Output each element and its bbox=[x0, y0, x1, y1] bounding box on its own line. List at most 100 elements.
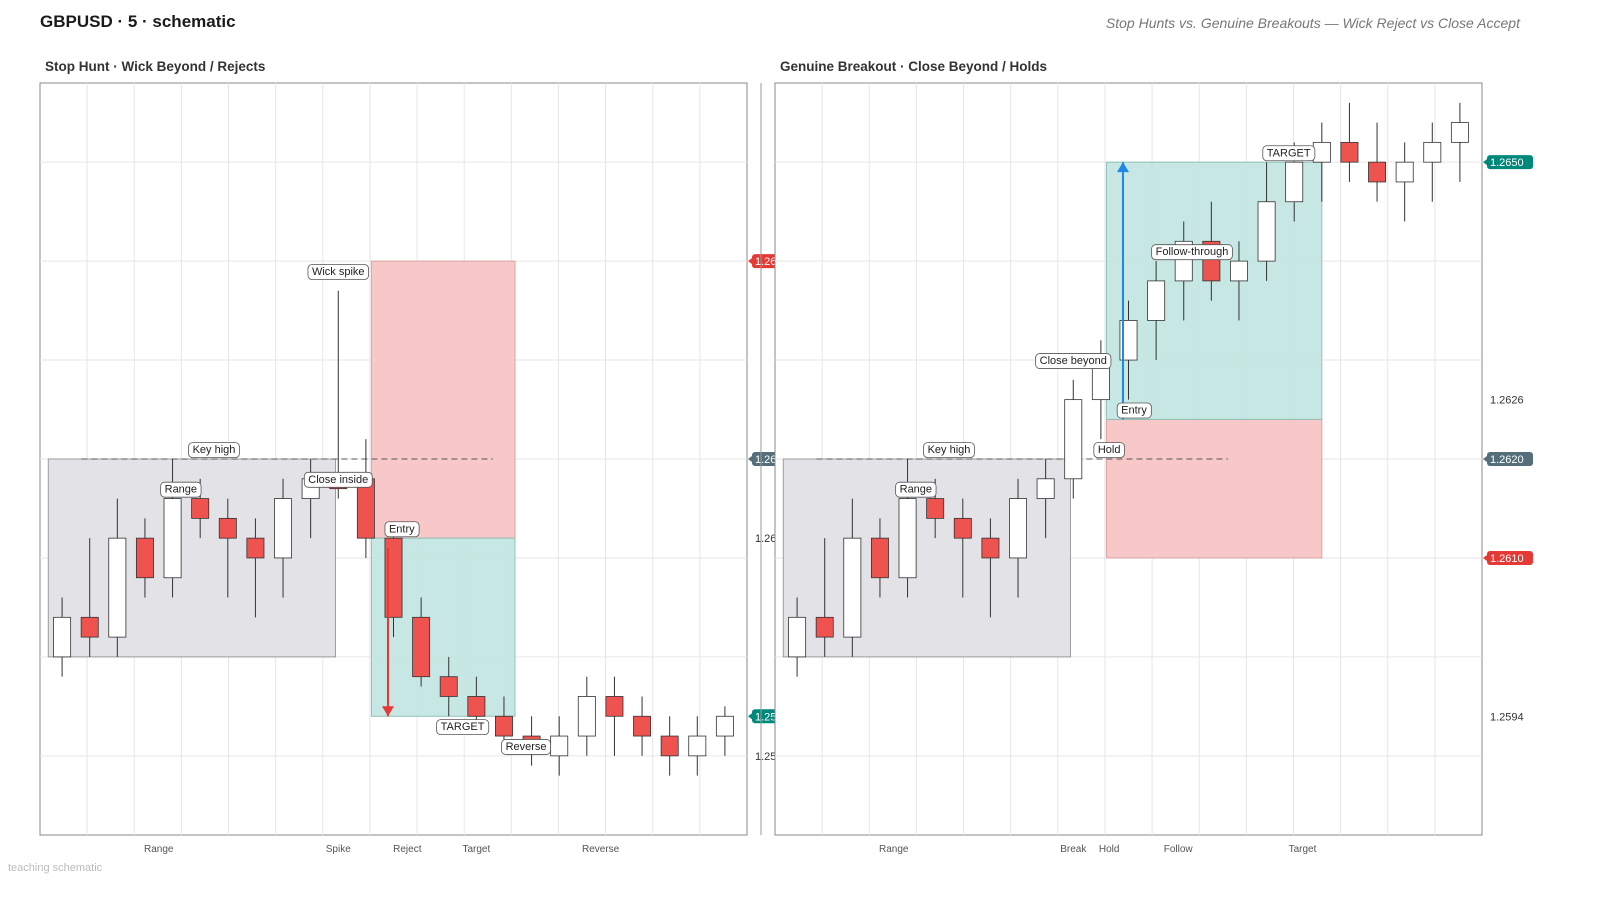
candle-up bbox=[688, 735, 707, 757]
candle-up bbox=[843, 537, 862, 638]
annotation-box bbox=[1262, 145, 1316, 162]
price-axis-label: 1.2594 bbox=[1490, 711, 1524, 723]
candle-down bbox=[495, 715, 513, 737]
panel-title-genuine-breakout: Genuine Breakout · Close Beyond / Holds bbox=[780, 59, 1048, 74]
x-tick-label: Spike bbox=[326, 844, 351, 855]
arrow-head-down-icon bbox=[381, 706, 394, 717]
x-tick-label: Range bbox=[879, 844, 909, 855]
candle-up bbox=[1257, 201, 1276, 262]
annotation-box bbox=[160, 481, 202, 498]
page-subtitle: Stop Hunts vs. Genuine Breakouts — Wick … bbox=[1105, 15, 1520, 31]
candle-up bbox=[550, 735, 569, 757]
candle-up bbox=[1450, 122, 1469, 143]
chart-panel-0: Wick spike Key high Range Close inside Entry… bbox=[39, 82, 798, 855]
candle-up bbox=[1009, 498, 1027, 559]
annotation-box bbox=[1093, 442, 1125, 459]
x-tick-label: Reverse bbox=[582, 844, 620, 855]
price-tag bbox=[1487, 550, 1533, 565]
footer-note: teaching schematic bbox=[8, 862, 103, 874]
chart-panel-1: Key high Range Close beyond Entry Hold Follow… bbox=[774, 82, 1533, 855]
risk-zone bbox=[1105, 418, 1323, 559]
candle-up bbox=[715, 715, 734, 737]
annotation-label: Close beyond bbox=[1040, 355, 1107, 367]
candle-up bbox=[1147, 280, 1166, 321]
candle-up bbox=[898, 498, 917, 579]
price-tag-label: 1.2650 bbox=[1490, 157, 1524, 169]
candle-down bbox=[191, 498, 210, 519]
arrow-head-up-icon bbox=[1116, 162, 1129, 173]
candle-down bbox=[815, 616, 834, 638]
price-tag-pointer bbox=[1483, 554, 1487, 561]
candle-up bbox=[163, 498, 182, 579]
price-tag-pointer bbox=[1483, 456, 1487, 462]
x-tick-label: Hold bbox=[1099, 844, 1120, 855]
candle-down bbox=[981, 537, 1000, 559]
price-axis-label: 1.2626 bbox=[1490, 395, 1524, 407]
price-tag bbox=[1487, 155, 1533, 170]
candle-down bbox=[870, 537, 889, 579]
candle-up bbox=[788, 616, 807, 658]
candle-down bbox=[660, 735, 679, 757]
price-tag-pointer bbox=[748, 258, 752, 265]
annotation-box bbox=[895, 481, 937, 498]
x-tick-label: Range bbox=[144, 844, 174, 855]
candle-up bbox=[1423, 141, 1442, 163]
reward-zone bbox=[1105, 161, 1323, 420]
candle-down bbox=[412, 616, 431, 678]
x-tick-label: Target bbox=[1289, 844, 1317, 855]
candle-down bbox=[953, 517, 972, 539]
candle-down bbox=[467, 696, 486, 717]
annotation-label: Range bbox=[900, 484, 932, 496]
page-title: GBPUSD · 5 · schematic bbox=[40, 12, 236, 31]
panel-title-stop-hunt: Stop Hunt · Wick Beyond / Rejects bbox=[45, 59, 266, 74]
annotation-label: Reverse bbox=[506, 741, 547, 753]
annotation-box bbox=[1116, 402, 1152, 419]
annotation-box bbox=[303, 471, 373, 488]
annotation-label: Key high bbox=[193, 444, 236, 456]
candle-down bbox=[80, 616, 99, 638]
price-tag-pointer bbox=[1483, 159, 1487, 166]
annotation-box bbox=[501, 739, 551, 755]
annotation-label: TARGET bbox=[441, 721, 485, 733]
candle-down bbox=[633, 715, 652, 737]
annotation-label: TARGET bbox=[1267, 147, 1311, 159]
annotation-label: Follow-through bbox=[1156, 246, 1229, 258]
candle-down bbox=[1368, 161, 1387, 183]
candle-down bbox=[605, 696, 624, 717]
annotation-box bbox=[384, 521, 420, 538]
annotation-box bbox=[1035, 353, 1112, 369]
annotation-label: Hold bbox=[1098, 444, 1121, 456]
price-tag-pointer bbox=[748, 713, 752, 720]
candle-up bbox=[577, 696, 596, 737]
candle-down bbox=[1340, 141, 1359, 163]
candle-up bbox=[1119, 320, 1138, 361]
candle-up bbox=[1285, 161, 1304, 203]
candle-down bbox=[135, 537, 154, 579]
candle-up bbox=[1312, 141, 1331, 163]
candle-up bbox=[274, 498, 292, 559]
risk-zone bbox=[370, 260, 516, 539]
candle-down bbox=[246, 537, 265, 559]
candle-down bbox=[384, 537, 403, 618]
annotation-box bbox=[1151, 244, 1233, 261]
candle-up bbox=[1395, 161, 1414, 183]
x-tick-label: Break bbox=[1060, 844, 1087, 855]
annotation-label: Key high bbox=[928, 444, 971, 456]
x-tick-label: Reject bbox=[393, 844, 422, 855]
candle-up bbox=[1230, 260, 1248, 282]
annotation-box bbox=[923, 442, 975, 459]
annotation-label: Close inside bbox=[308, 474, 368, 486]
annotation-label: Entry bbox=[389, 523, 415, 535]
annotation-label: Range bbox=[165, 484, 197, 496]
candle-up bbox=[1064, 399, 1083, 480]
candle-down bbox=[926, 498, 945, 519]
candle-up bbox=[108, 537, 127, 638]
price-tag-label: 1.2620 bbox=[1490, 454, 1524, 466]
price-tag bbox=[1487, 452, 1533, 466]
price-tag-pointer bbox=[748, 456, 752, 462]
candle-up bbox=[1036, 478, 1055, 499]
candle-down bbox=[439, 676, 458, 697]
candle-down bbox=[356, 478, 375, 539]
price-tag-label: 1.2610 bbox=[1490, 553, 1524, 565]
annotation-box bbox=[436, 719, 490, 736]
